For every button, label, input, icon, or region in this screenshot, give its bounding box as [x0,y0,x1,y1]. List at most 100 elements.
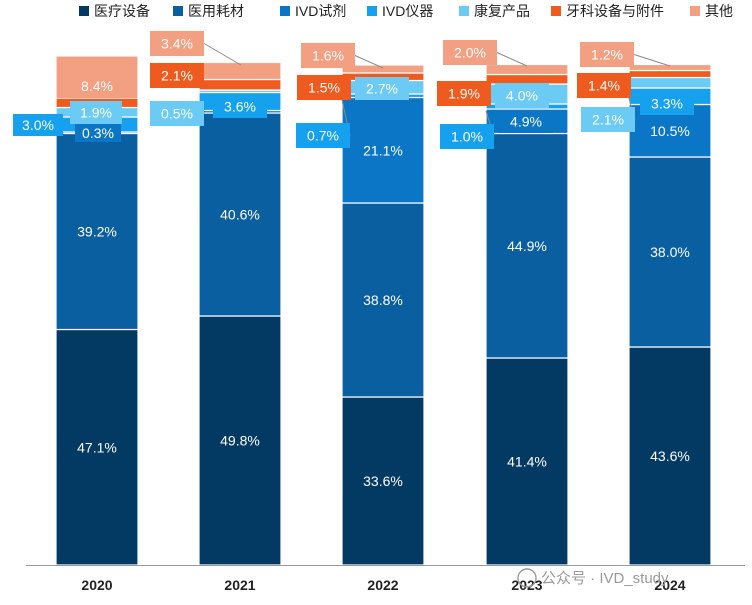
callout-box [150,63,204,88]
callout-box [57,74,137,98]
legend-swatch [367,6,377,16]
bar-segment [198,112,282,317]
data-label-callout: 0.3% [75,124,121,142]
data-label: 1.4% [588,78,620,94]
watermark-icon [517,568,537,588]
data-label: 21.1% [363,142,403,158]
legend-label: 医用耗材 [188,3,244,19]
callout-box [581,107,635,132]
data-label: 49.8% [220,433,260,449]
callout-box [213,95,267,118]
legend-label: IVD仪器 [382,3,433,19]
legend-swatch [459,6,469,16]
legend-swatch [173,6,183,16]
bars: 47.1% 39.2% 49.8% 40.6% 33.6% 38.8% 21.1% 41.4%… [55,55,712,566]
data-label-callout: 1.6% [301,43,384,69]
data-label-callout: 0.7% [296,99,351,148]
legend-label: IVD试剂 [295,3,346,19]
legend-label: 其他 [705,3,733,19]
data-label: 1.5% [308,80,340,96]
data-label: 39.2% [77,224,117,240]
callout-box [297,75,351,100]
data-label-callout: 2.7% [355,77,409,100]
callout-box [495,83,549,108]
legend-item-0: 医疗设备 [79,3,150,19]
legend: 医疗设备 医用耗材 IVD试剂 IVD仪器 康复产品 牙科设备与附件 其他 [79,3,733,19]
bar-group-2022: 33.6% 38.8% 21.1% [341,64,425,566]
bar-segment [485,132,569,359]
data-label-callout: 4.9% [499,110,553,133]
bar-group-2021: 49.8% 40.6% [198,61,282,566]
data-label: 3.0% [22,117,54,133]
legend-swatch [280,6,290,16]
bar-segment [628,156,712,348]
x-tick-label: 2021 [224,577,255,593]
callout-box [70,101,122,124]
callout-box [13,114,63,136]
data-label-callout: 3.6% [213,95,267,118]
data-label: 1.6% [312,48,344,64]
watermark-text: 公众号 · IVD_study [541,570,669,587]
x-tick-label: 2020 [81,577,112,593]
legend-item-3: IVD仪器 [367,3,433,19]
legend-swatch [79,6,89,16]
callout-box [640,92,694,115]
bar-segment [55,132,139,331]
bar-segment [341,64,425,74]
data-label-callout: 1.9% [437,81,492,106]
data-label: 3.3% [651,96,683,112]
data-label-callout: 8.4% [57,74,137,98]
data-label: 47.1% [77,439,117,455]
data-label-callout: 0.5% [150,101,205,126]
bar-segment [198,315,282,566]
x-tick-label: 2022 [367,577,398,593]
data-label: 3.4% [161,36,193,52]
bar-segment [341,396,425,566]
legend-label: 康复产品 [474,3,530,19]
x-tick-label: 2023 [511,577,542,593]
callout-box [577,73,631,98]
data-label: 44.9% [507,238,547,254]
data-label: 0.5% [161,106,193,122]
data-label-callout: 3.0% [13,114,63,136]
callouts: 8.4% 1.9% 0.3% 3.0% 3.4% 2.1% 3.6% 0.5% 1.6% 1.5%… [13,31,694,149]
data-label-callout: 3.3% [640,92,694,115]
data-label-callout: 2.1% [150,63,205,88]
callout-box [150,31,204,56]
data-label: 38.8% [363,292,403,308]
data-label-callout: 1.9% [70,101,122,124]
data-label: 0.3% [82,125,114,141]
bar-group-2024: 43.6% 38.0% 10.5% [628,63,712,566]
callout-box [301,43,355,68]
bar-segment [55,328,139,566]
data-label-callout: 2.0% [443,40,528,67]
data-label: 4.0% [506,88,538,104]
data-label-callout: 1.4% [577,73,632,98]
legend-item-2: IVD试剂 [280,3,346,19]
data-label: 0.7% [307,128,339,144]
watermark: 公众号 · IVD_study [517,568,669,588]
data-label: 1.2% [591,47,623,63]
data-label: 2.1% [592,112,624,128]
callout-box [437,81,491,106]
bar-segment [341,96,425,204]
data-label-callout: 4.0% [495,83,549,108]
callout-box [150,101,204,126]
bar-segment [628,346,712,566]
data-label: 4.9% [510,114,542,130]
callout-box [75,124,121,142]
bar-segment [485,73,569,85]
legend-item-1: 医用耗材 [173,3,244,19]
callout-box [580,42,634,67]
data-label: 2.0% [454,45,486,61]
data-label: 38.0% [650,244,690,260]
data-label: 1.9% [448,86,480,102]
leader-line [354,55,384,69]
data-label: 1.9% [80,105,112,121]
x-tick-label: 2024 [654,577,685,593]
bar-segment [485,357,569,566]
data-label: 2.1% [161,68,193,84]
callout-box [355,77,409,100]
legend-item-6: 其他 [690,3,733,19]
